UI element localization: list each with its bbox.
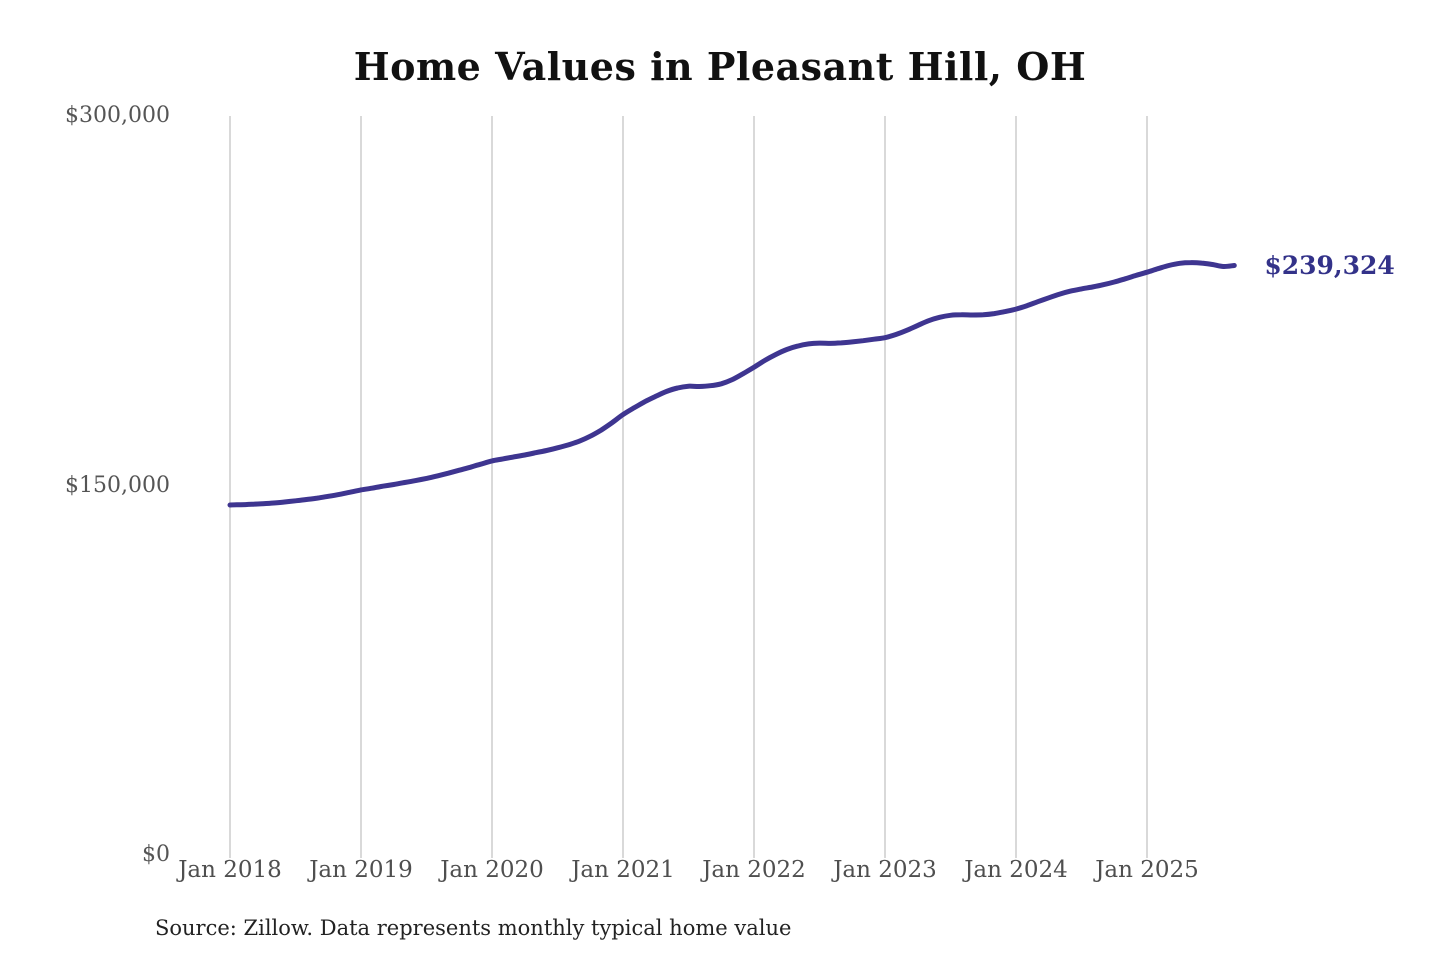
y-axis-tick-label: $0 xyxy=(142,842,170,867)
x-axis-tick-label: Jan 2023 xyxy=(833,857,937,883)
gridline-group xyxy=(229,116,1148,858)
x-axis-tick-label: Jan 2019 xyxy=(309,857,413,883)
y-axis-tick-label: $300,000 xyxy=(65,103,170,128)
x-axis-tick-label: Jan 2018 xyxy=(178,857,282,883)
source-note: Source: Zillow. Data represents monthly … xyxy=(155,916,792,940)
chart-title: Home Values in Pleasant Hill, OH xyxy=(353,44,1087,89)
end-value-label: $239,324 xyxy=(1264,251,1395,281)
x-axis-tick-label: Jan 2021 xyxy=(571,857,675,883)
x-axis-tick-label: Jan 2024 xyxy=(964,857,1068,883)
y-axis-tick-label: $150,000 xyxy=(65,472,170,498)
home-value-line xyxy=(227,260,1237,508)
x-axis-tick-label: Jan 2020 xyxy=(440,857,544,883)
x-axis-tick-label: Jan 2022 xyxy=(702,857,806,883)
x-axis-tick-label: Jan 2025 xyxy=(1095,857,1199,883)
